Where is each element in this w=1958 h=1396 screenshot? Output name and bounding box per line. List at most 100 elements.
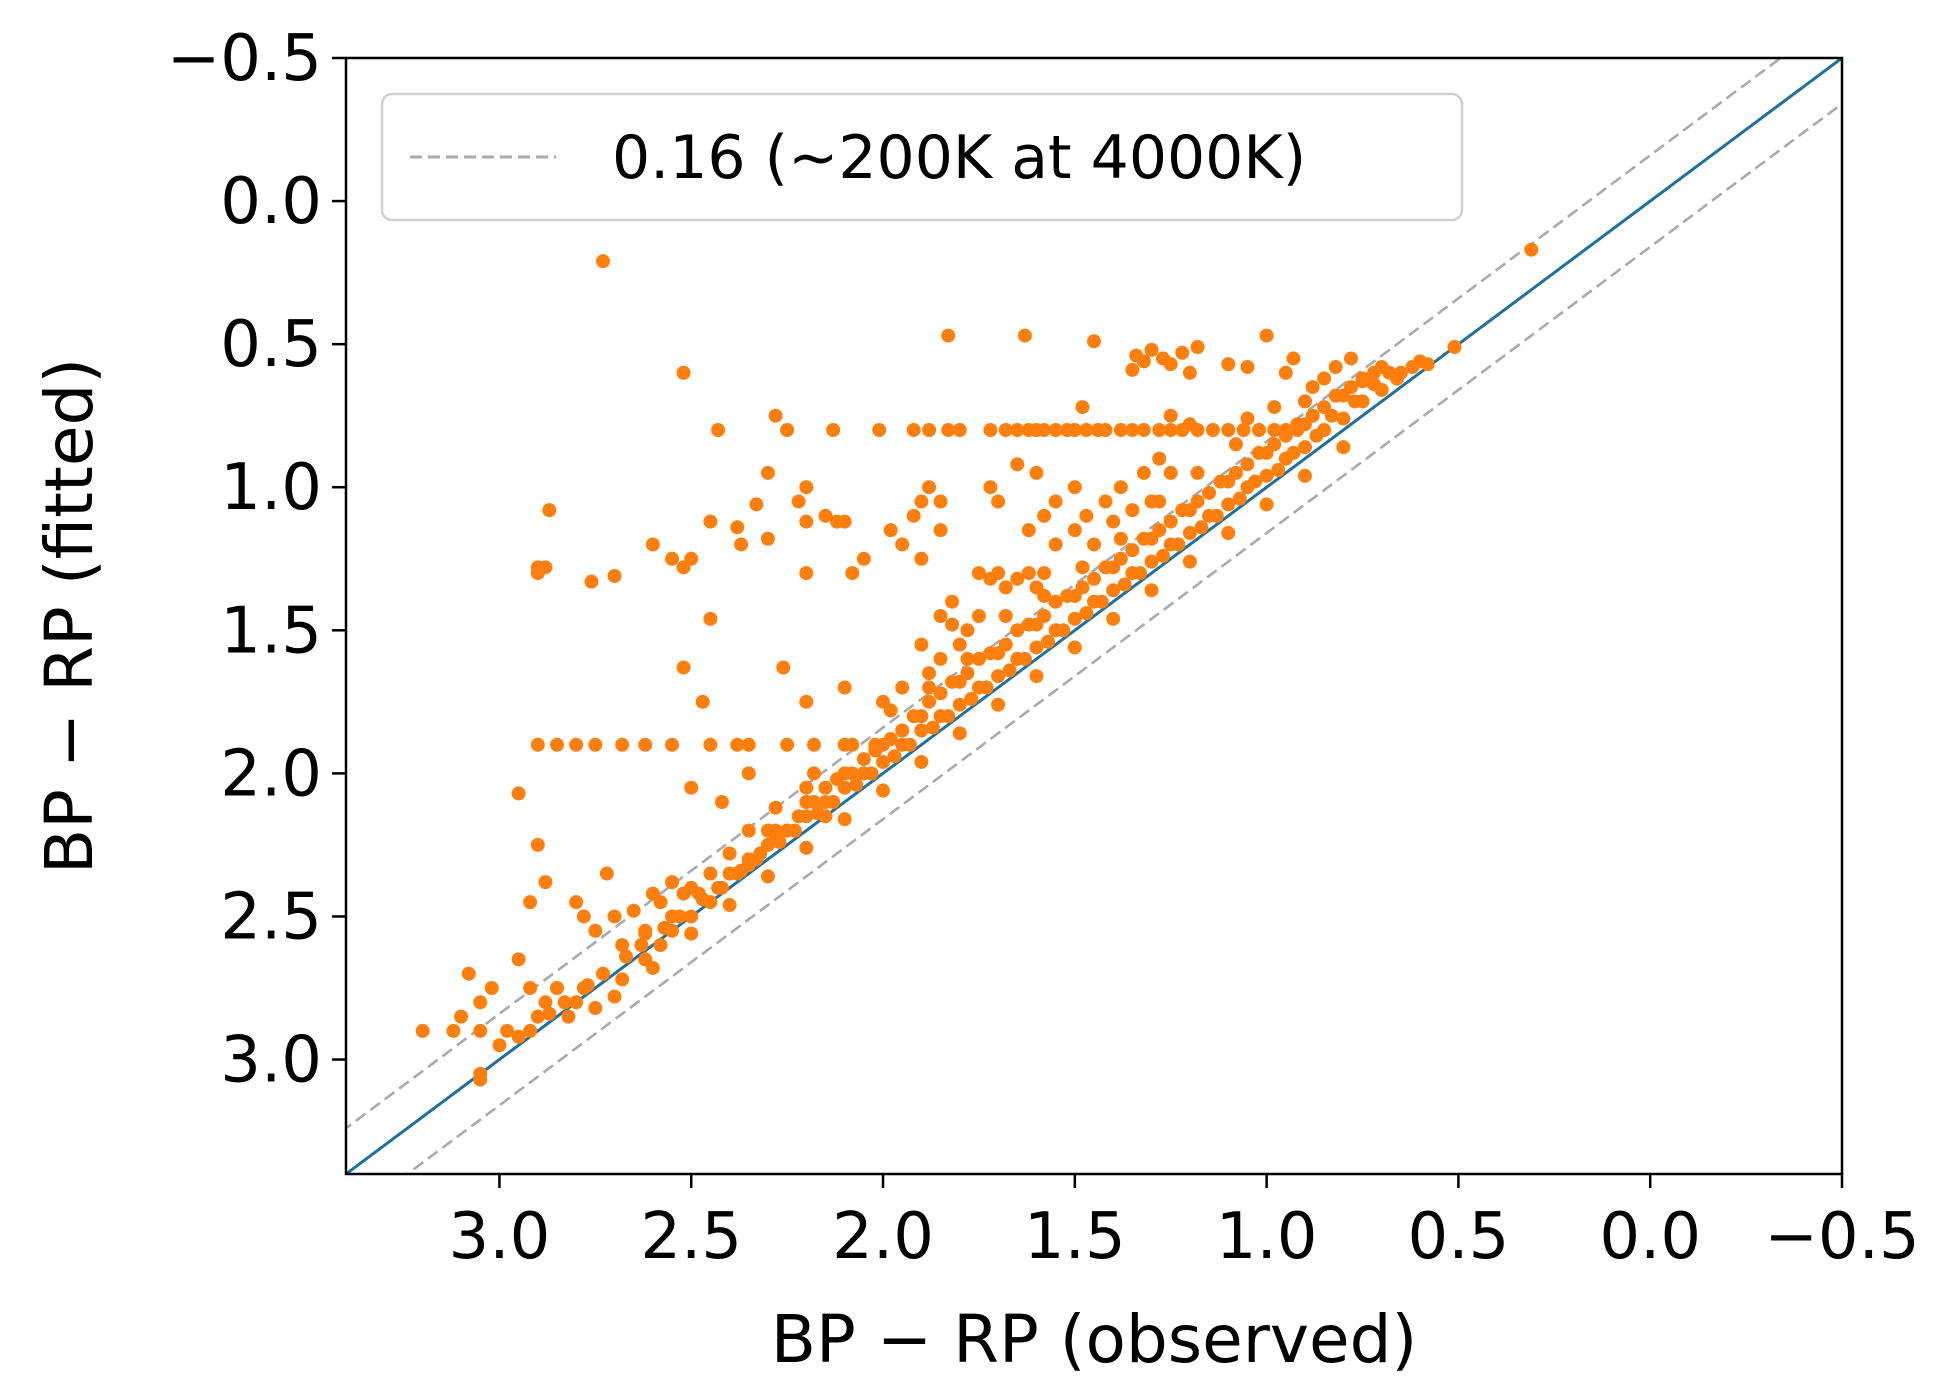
data-point [971, 609, 986, 623]
data-point [607, 989, 622, 1004]
data-point [1355, 374, 1370, 389]
plot-frame [344, 56, 1844, 1176]
data-point [538, 875, 553, 890]
data-point [1125, 543, 1140, 558]
data-point [473, 995, 488, 1010]
data-point [1221, 357, 1236, 372]
x-tick-label: 0.0 [1599, 1200, 1701, 1274]
data-point [1317, 371, 1332, 386]
data-points [415, 242, 1539, 1087]
data-point [741, 823, 756, 838]
y-tick-label: 3.0 [220, 1024, 322, 1098]
data-point [1297, 468, 1312, 483]
x-tick-label: 2.5 [640, 1200, 742, 1274]
data-point [895, 723, 910, 738]
legend-label: 0.16 (~200K at 4000K) [612, 123, 1306, 193]
data-point [1079, 508, 1094, 523]
data-point [734, 863, 749, 878]
data-point [933, 686, 948, 701]
data-point [741, 737, 756, 752]
data-point [1029, 617, 1044, 632]
data-point [925, 720, 940, 735]
data-point [922, 423, 937, 437]
data-point [542, 503, 557, 518]
data-point [530, 1009, 545, 1024]
y-tick-label: −0.5 [167, 22, 322, 96]
data-point [596, 966, 611, 981]
data-point [1113, 423, 1128, 437]
data-point [1175, 345, 1190, 360]
data-point [1190, 465, 1205, 480]
data-point [902, 737, 917, 752]
data-point [1420, 357, 1435, 372]
lower-line [405, 102, 1842, 1174]
data-point [768, 800, 783, 815]
data-point [787, 823, 802, 838]
data-point [914, 754, 929, 769]
data-point [1182, 365, 1197, 380]
data-point [1390, 371, 1405, 386]
data-point [998, 609, 1013, 623]
data-point [530, 566, 545, 581]
data-point [1232, 491, 1247, 506]
data-point [749, 852, 764, 867]
data-point [826, 423, 841, 437]
data-point [1125, 362, 1140, 377]
data-point [1144, 531, 1159, 546]
data-point [473, 1066, 488, 1081]
data-point [991, 646, 1006, 661]
data-point [1305, 380, 1320, 395]
data-point [580, 978, 595, 993]
data-point [799, 809, 814, 824]
data-point [1347, 394, 1362, 409]
data-point [952, 637, 967, 652]
data-point [1002, 663, 1017, 678]
data-point [1156, 548, 1171, 563]
data-point [1037, 423, 1052, 437]
data-point [818, 780, 833, 795]
data-point [895, 680, 910, 695]
data-point [1094, 594, 1109, 609]
data-point [1221, 526, 1236, 541]
reference-lines [346, 58, 1842, 1174]
data-point [665, 551, 680, 566]
data-point [1524, 242, 1539, 257]
data-point [1010, 423, 1025, 437]
data-point [676, 660, 691, 675]
data-point [991, 494, 1006, 509]
data-point [722, 866, 737, 881]
data-point [1048, 537, 1063, 552]
data-point [511, 952, 526, 967]
data-point [549, 981, 564, 995]
data-point [730, 737, 745, 752]
data-point [1048, 594, 1063, 609]
data-point [971, 651, 986, 666]
data-point [1125, 423, 1140, 437]
data-point [1267, 423, 1282, 437]
data-point [1152, 451, 1167, 466]
data-point [588, 923, 603, 938]
data-point [1125, 503, 1140, 518]
data-point [883, 523, 898, 538]
data-point [806, 737, 821, 752]
data-point [665, 737, 680, 752]
x-tick-label: 1.5 [1024, 1200, 1126, 1274]
data-point [952, 423, 967, 437]
data-point [791, 494, 806, 509]
data-point [914, 637, 929, 652]
data-point [446, 1023, 461, 1038]
data-point [672, 909, 687, 924]
data-point [1240, 360, 1255, 375]
data-point [933, 609, 948, 623]
data-point [684, 880, 699, 895]
data-point [596, 254, 611, 269]
data-point [711, 423, 726, 437]
data-point [1129, 348, 1144, 363]
data-point [607, 568, 622, 583]
data-point [1067, 611, 1082, 626]
data-point [1067, 523, 1082, 538]
data-point [1324, 408, 1339, 423]
data-point [619, 949, 634, 964]
data-point [1286, 351, 1301, 366]
data-point [653, 938, 668, 953]
